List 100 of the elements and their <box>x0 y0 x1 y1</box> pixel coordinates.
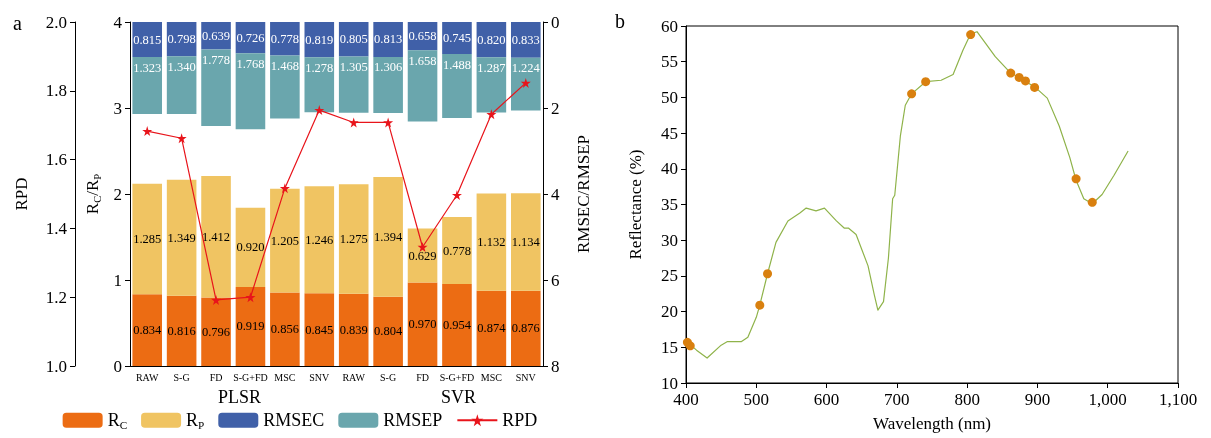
x-axis-title: Wavelength (nm) <box>872 414 992 433</box>
y3-tick-label: 0 <box>551 12 560 32</box>
data-label: 1.305 <box>339 60 368 75</box>
data-label: 0.805 <box>339 32 368 47</box>
y-tick-label: 2.0 <box>45 12 67 32</box>
point <box>966 30 976 40</box>
point <box>685 341 695 351</box>
y-tick-label: 1.2 <box>45 287 67 307</box>
point <box>763 269 773 279</box>
point <box>1006 68 1016 78</box>
x-tick-label: S-G <box>380 371 397 383</box>
point <box>755 300 765 310</box>
y-tick-label: 20 <box>661 302 678 322</box>
data-label: 0.820 <box>477 32 506 47</box>
data-label: 1.287 <box>477 60 506 75</box>
data-label: 0.874 <box>477 321 507 336</box>
data-label: 0.954 <box>442 317 472 332</box>
data-label: 1.349 <box>167 230 196 245</box>
y-tick-label: 1.4 <box>45 218 68 238</box>
data-label: 1.224 <box>511 61 541 76</box>
data-label: 0.815 <box>133 32 162 47</box>
bar <box>235 53 266 130</box>
y-tick-label: 10 <box>661 373 678 393</box>
y-tick-label: 30 <box>661 230 678 250</box>
x-tick-label: MSC <box>480 371 503 383</box>
data-label: 0.778 <box>270 31 299 46</box>
data-label: 1.394 <box>374 229 403 244</box>
data-label: 1.468 <box>270 58 299 73</box>
bar <box>338 56 369 113</box>
point <box>314 105 325 116</box>
data-label: 0.834 <box>133 323 163 338</box>
data-label: 1.306 <box>374 60 403 75</box>
y3-tick-label: 2 <box>551 98 560 118</box>
bar <box>270 55 300 119</box>
data-label: 0.970 <box>408 317 437 332</box>
bar <box>510 57 541 111</box>
legend-label: RMSEP <box>383 410 443 431</box>
bar <box>132 57 163 114</box>
data-label: 0.845 <box>305 322 334 337</box>
bar <box>304 57 335 113</box>
y-tick-label: 35 <box>661 195 678 214</box>
x-tick-label: 1,100 <box>1158 390 1198 409</box>
bar <box>373 176 403 297</box>
y2-tick-label: 0 <box>113 356 122 376</box>
bar <box>201 176 231 298</box>
point <box>1020 76 1030 86</box>
bar <box>132 294 163 366</box>
bar <box>510 193 541 291</box>
y-tick-label: 1.8 <box>45 81 67 101</box>
point <box>142 126 153 137</box>
x-tick-label: 700 <box>884 390 910 409</box>
point <box>451 190 462 201</box>
y-tick-label: 1.6 <box>45 150 67 170</box>
chart-title: b <box>615 10 625 32</box>
x-tick-label: SNV <box>309 371 331 383</box>
point <box>921 77 931 87</box>
y-tick-label: 55 <box>661 52 678 72</box>
x-tick-label: MSC <box>274 371 296 383</box>
bar <box>235 207 266 287</box>
data-label: 1.488 <box>442 57 472 72</box>
y-axis-title: RPD <box>12 177 31 211</box>
point <box>245 292 256 303</box>
point <box>520 77 531 88</box>
data-label: 1.132 <box>477 235 506 250</box>
x-tick-label: FD <box>209 371 223 383</box>
point <box>176 133 187 144</box>
x-tick-label: 800 <box>954 390 980 409</box>
y-tick-label: 60 <box>661 16 678 36</box>
point <box>211 294 222 305</box>
bar <box>304 293 335 366</box>
legend-label: RPD <box>502 410 538 431</box>
bar <box>373 296 403 366</box>
data-label: 0.804 <box>374 324 403 339</box>
y-tick-label: 25 <box>661 266 678 286</box>
data-label: 1.340 <box>167 59 196 74</box>
x-tick-label: 400 <box>673 390 699 409</box>
data-label: 0.778 <box>442 243 472 258</box>
bar <box>235 286 266 366</box>
point <box>383 117 394 128</box>
data-label: 0.745 <box>442 31 472 46</box>
y2-tick-label: 2 <box>113 184 122 204</box>
data-label: 0.639 <box>201 28 231 43</box>
x-tick-label: S-G+FD <box>439 371 475 383</box>
x-tick-label: SNV <box>515 371 537 383</box>
data-label: 1.285 <box>133 232 162 247</box>
data-label: 0.629 <box>408 248 437 263</box>
y-tick-label: 1.0 <box>45 356 67 376</box>
bar <box>442 217 472 284</box>
bar <box>201 49 231 126</box>
data-label: 1.768 <box>236 56 265 71</box>
data-label: 1.205 <box>270 233 299 248</box>
data-label: 1.658 <box>408 53 437 68</box>
x-tick-label: FD <box>416 371 429 383</box>
x-tick-label: S-G+FD <box>233 371 268 383</box>
bar <box>338 184 369 294</box>
x-tick-label: RAW <box>135 371 160 383</box>
data-label: 1.134 <box>511 234 541 249</box>
data-label: 0.813 <box>374 32 403 47</box>
point <box>1030 82 1040 92</box>
y2-tick-label: 3 <box>113 98 122 118</box>
